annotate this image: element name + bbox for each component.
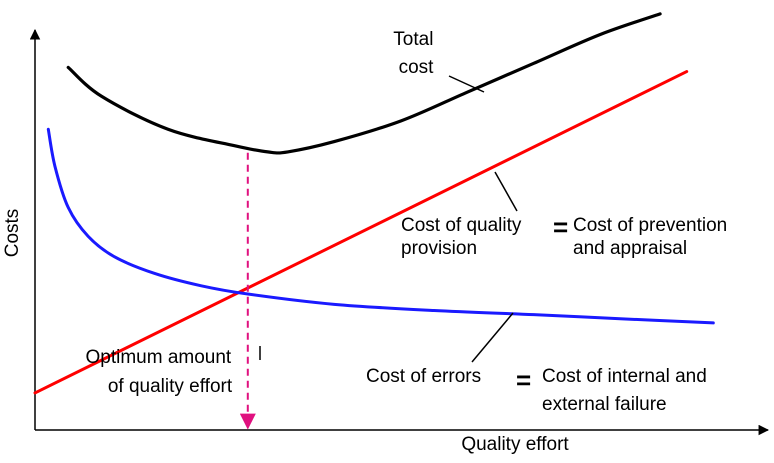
failure-label-line1: Cost of internal and (542, 366, 707, 387)
cost-of-errors-line (46, 127, 715, 325)
total-cost-label-line1: Total (393, 29, 433, 50)
total-cost-label: Total cost (393, 29, 438, 78)
quality-provision-label-line1: Cost of quality (401, 215, 522, 236)
y-axis-label: Costs (2, 209, 23, 258)
total-cost-line (66, 12, 662, 155)
quality-provision-label-line2: provision (401, 238, 477, 259)
optimum-label: Optimum amount of quality effort (85, 347, 236, 397)
quality-provision-leader-line (494, 171, 518, 212)
quality-provision-label: Cost of quality provision (401, 215, 527, 259)
cost-of-errors-label: Cost of errors (366, 366, 481, 387)
prevention-label-line2: and appraisal (573, 238, 687, 259)
provision-equals-sign: = (553, 212, 568, 242)
prevention-appraisal-label: Cost of prevention and appraisal (573, 215, 732, 259)
optimum-label-line1: Optimum amount (85, 347, 231, 368)
errors-equals-sign: = (516, 365, 531, 395)
quality-provision-line (33, 70, 689, 395)
internal-external-failure-label: Cost of internal and external failure (542, 366, 712, 415)
failure-label-line2: external failure (542, 394, 667, 415)
total-cost-leader-line (448, 75, 485, 93)
cost-of-errors-leader-line (471, 312, 514, 363)
total-cost-label-line2: cost (399, 57, 435, 78)
prevention-label-line1: Cost of prevention (573, 215, 727, 236)
x-axis-label: Quality effort (461, 434, 569, 455)
optimum-label-line2: of quality effort (108, 376, 233, 397)
